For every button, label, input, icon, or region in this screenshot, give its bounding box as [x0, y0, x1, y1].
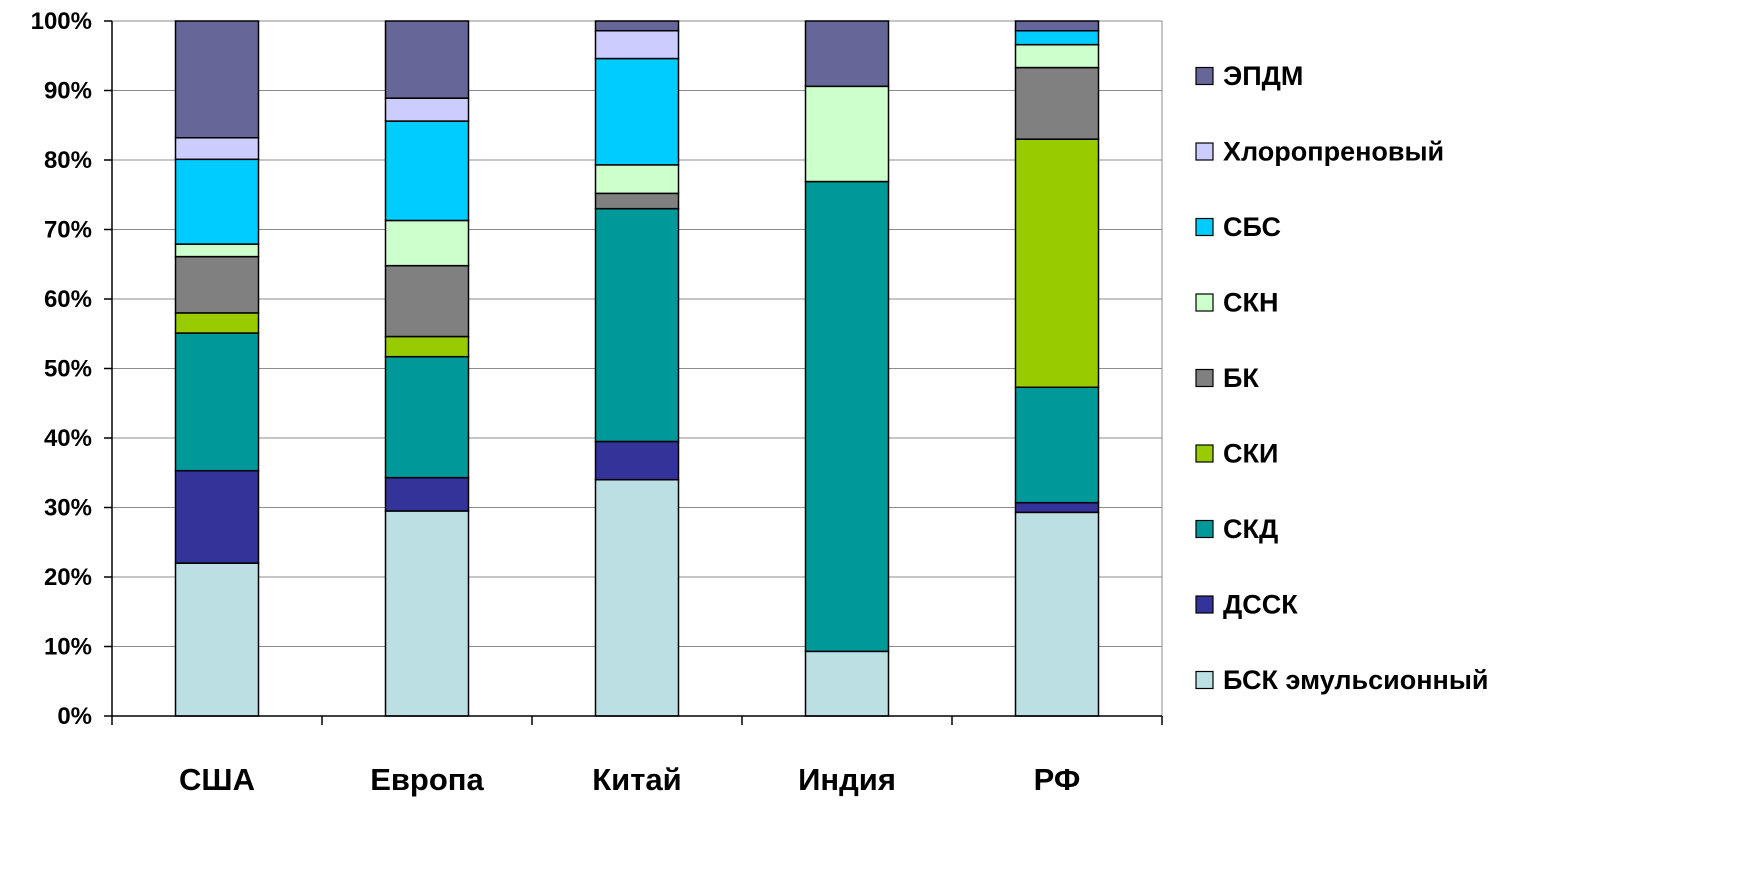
- bar-segment-китай-хлоропреновый: [594, 29, 680, 60]
- bars: [174, 20, 1100, 717]
- legend-swatch: [1195, 142, 1214, 161]
- bar-segment-сша-бск-эмульсионный: [174, 562, 260, 717]
- bar-segment-рф-скн: [1014, 43, 1100, 69]
- legend-swatch: [1195, 670, 1214, 690]
- bar-segment-рф-бск-эмульсионный: [1014, 511, 1100, 717]
- x-tick-labels: США Европа Китай Индия РФ: [179, 762, 1080, 797]
- y-tick-label: 60%: [44, 286, 92, 313]
- legend-swatch: [1195, 293, 1214, 312]
- bar-segment-европа-дсск: [384, 476, 470, 512]
- bar-segment-китай-бк: [594, 192, 680, 210]
- legend-swatch: [1195, 444, 1214, 463]
- legend-item-хлоропреновый: Хлоропреновый: [1195, 137, 1444, 167]
- bar-segment-индия-эпдм: [804, 20, 890, 88]
- bar-segment-европа-скд: [384, 355, 470, 479]
- bar-segment-сша-бк: [174, 255, 260, 314]
- bar-segment-европа-бк: [384, 264, 470, 338]
- bar-segment-рф-бк: [1014, 66, 1100, 140]
- bar-segment-китай-скн: [594, 164, 680, 195]
- legend-item-ски: СКИ: [1195, 439, 1278, 469]
- x-tick-label: США: [179, 762, 255, 797]
- bar-segment-рф-ски: [1014, 138, 1100, 389]
- bar-segment-сша-сбс: [174, 158, 260, 245]
- bar-segment-рф-сбс: [1014, 29, 1100, 46]
- legend-swatch: [1195, 217, 1214, 237]
- legend-label: БК: [1223, 363, 1259, 393]
- bar-segment-рф-эпдм: [1014, 20, 1100, 32]
- bar-segment-европа-скн: [384, 219, 470, 267]
- legend-label: ЭПДМ: [1223, 61, 1303, 91]
- y-tick-label: 70%: [44, 217, 92, 244]
- bar-segment-сша-хлоропреновый: [174, 137, 260, 161]
- bar-segment-индия-скн: [804, 85, 890, 183]
- legend-label: СКН: [1223, 288, 1278, 318]
- legend-item-бк: БК: [1195, 363, 1259, 393]
- x-tick-label: РФ: [1034, 762, 1081, 797]
- bar-segment-китай-сбс: [594, 57, 680, 166]
- y-tick-label: 100%: [31, 8, 92, 35]
- legend-swatch: [1195, 66, 1214, 86]
- y-tick-label: 50%: [44, 356, 92, 383]
- legend-swatch: [1195, 519, 1214, 539]
- y-tick-label: 10%: [44, 634, 92, 661]
- y-tick-label: 30%: [44, 495, 92, 522]
- legend-label: БСК эмульсионный: [1223, 665, 1489, 695]
- bar-segment-европа-ски: [384, 335, 470, 358]
- legend: ЭПДМ Хлоропреновый СБС СКН БК СКИ СКД ДССК БСК э…: [1195, 61, 1489, 695]
- bar-segment-сша-эпдм: [174, 20, 260, 139]
- bar-segment-сша-ски: [174, 312, 260, 334]
- bar-segment-китай-эпдм: [594, 20, 680, 32]
- x-tick-label: Индия: [798, 762, 896, 797]
- bar-segment-европа-хлоропреновый: [384, 97, 470, 122]
- bar-segment-сша-скн: [174, 243, 260, 258]
- bar-segment-китай-скд: [594, 207, 680, 443]
- legend-label: Хлоропреновый: [1223, 137, 1444, 167]
- legend-item-бск-эмульсионный: БСК эмульсионный: [1195, 665, 1489, 695]
- bar-segment-индия-бск-эмульсионный: [804, 650, 890, 717]
- legend-item-сбс: СБС: [1195, 212, 1281, 242]
- legend-label: СБС: [1223, 212, 1281, 242]
- bar-segment-сша-скд: [174, 332, 260, 472]
- bar-segment-рф-скд: [1014, 386, 1100, 504]
- bar-segment-европа-эпдм: [384, 20, 470, 99]
- y-tick-label: 0%: [57, 703, 92, 730]
- bar-segment-рф-дсск: [1014, 501, 1100, 514]
- legend-label: СКД: [1223, 514, 1278, 544]
- y-tick-label: 80%: [44, 147, 92, 174]
- x-tick-label: Европа: [370, 762, 484, 797]
- legend-label: СКИ: [1223, 439, 1278, 469]
- legend-item-эпдм: ЭПДМ: [1195, 61, 1303, 91]
- y-tick-label: 40%: [44, 425, 92, 452]
- legend-item-скн: СКН: [1195, 288, 1278, 318]
- y-tick-label: 20%: [44, 564, 92, 591]
- y-tick-label: 90%: [44, 78, 92, 105]
- legend-swatch: [1195, 595, 1214, 614]
- bar-segment-европа-сбс: [384, 120, 470, 222]
- legend-label: ДССК: [1223, 590, 1298, 620]
- legend-swatch: [1195, 368, 1214, 388]
- legend-item-дсск: ДССК: [1195, 590, 1298, 620]
- bar-segment-китай-дсск: [594, 440, 680, 481]
- bar-segment-индия-скд: [804, 180, 890, 653]
- bar-segment-европа-бск-эмульсионный: [384, 510, 470, 717]
- axes: [104, 20, 1163, 725]
- legend-item-скд: СКД: [1195, 514, 1278, 544]
- x-tick-label: Китай: [592, 762, 681, 797]
- bar-segment-сша-дсск: [174, 469, 260, 564]
- bar-segment-китай-бск-эмульсионный: [594, 478, 680, 717]
- y-tick-labels: 0% 10% 20% 30% 40% 50% 60% 70% 80% 90% 100%: [31, 8, 92, 730]
